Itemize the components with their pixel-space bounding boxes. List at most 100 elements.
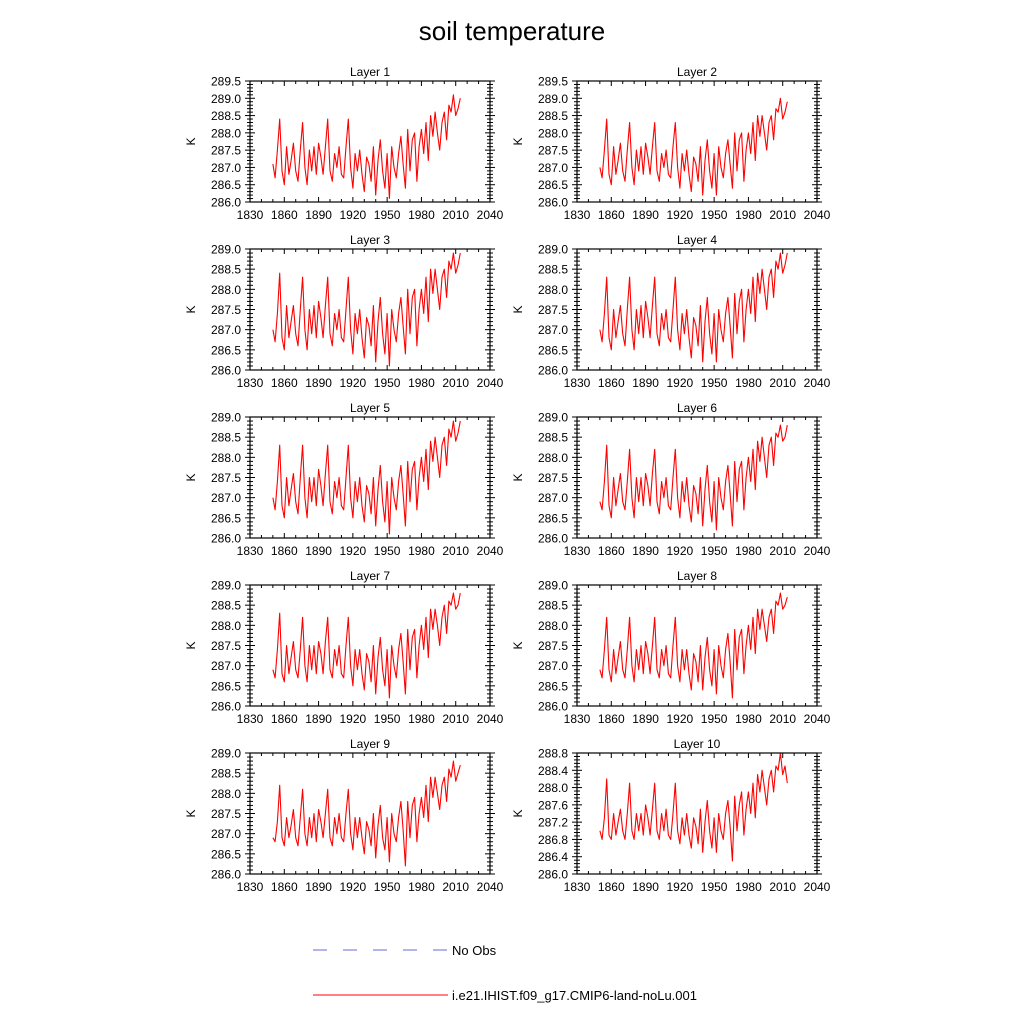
plot-frame: [576, 752, 818, 875]
y-axis-label: K: [511, 305, 525, 313]
y-tick-label: 289.0: [538, 579, 568, 593]
y-axis-label: K: [184, 641, 198, 649]
y-tick-label: 288.5: [211, 431, 241, 445]
panel-2: Layer 2 K 1830 1860 1890 1920 1950 1980 2010 2040…: [511, 65, 831, 222]
x-tick-label: 1980: [735, 208, 762, 222]
y-tick-label: 288.8: [538, 747, 568, 761]
x-tick-label: 1830: [564, 544, 591, 558]
x-tick-label: 1980: [735, 712, 762, 726]
x-tick-label: 2040: [477, 880, 504, 894]
y-tick-label: 286.0: [538, 868, 568, 882]
y-tick-label: 288.5: [538, 599, 568, 613]
plot-frame: [576, 80, 818, 203]
x-tick-label: 2040: [477, 208, 504, 222]
y-tick-label: 286.5: [211, 679, 241, 693]
panel-3: Layer 3 K 1830 1860 1890 1920 1950 1980 2010 2040…: [184, 233, 504, 390]
x-tick-label: 1980: [735, 544, 762, 558]
y-tick-label: 288.5: [538, 109, 568, 123]
x-tick-label: 1830: [237, 208, 264, 222]
y-tick-label: 288.0: [211, 619, 241, 633]
x-tick-label: 1830: [564, 712, 591, 726]
series-line: [272, 760, 461, 867]
x-tick-label: 1830: [564, 376, 591, 390]
y-tick-label: 287.0: [211, 161, 241, 175]
x-tick-label: 1830: [564, 880, 591, 894]
y-tick-label: 287.5: [211, 471, 241, 485]
y-tick-label: 287.5: [538, 471, 568, 485]
x-tick-label: 2010: [442, 880, 469, 894]
series-line: [599, 752, 788, 862]
y-tick-label: 286.5: [211, 847, 241, 861]
legend-label-model: i.e21.IHIST.f09_g17.CMIP6-land-noLu.001: [452, 988, 697, 1003]
x-tick-label: 1860: [598, 880, 625, 894]
panel-title: Layer 2: [677, 65, 717, 79]
x-tick-label: 2010: [769, 376, 796, 390]
series-line: [599, 97, 788, 196]
y-tick-label: 288.0: [211, 787, 241, 801]
x-tick-label: 2010: [769, 208, 796, 222]
x-tick-label: 1860: [271, 208, 298, 222]
y-tick-label: 287.2: [538, 816, 568, 830]
y-axis-label: K: [184, 305, 198, 313]
y-tick-label: 286.4: [538, 850, 568, 864]
y-tick-label: 288.4: [538, 764, 568, 778]
x-tick-label: 1830: [237, 880, 264, 894]
y-tick-label: 289.0: [211, 411, 241, 425]
series-line: [272, 252, 461, 367]
y-tick-label: 286.5: [538, 511, 568, 525]
y-tick-label: 286.8: [538, 833, 568, 847]
x-tick-label: 1920: [667, 544, 694, 558]
x-tick-label: 2040: [804, 880, 831, 894]
panel-title: Layer 5: [350, 401, 390, 415]
x-tick-label: 1860: [598, 544, 625, 558]
x-tick-label: 2040: [804, 544, 831, 558]
plot-frame: [249, 416, 491, 539]
y-tick-label: 288.0: [211, 451, 241, 465]
y-tick-label: 286.5: [538, 343, 568, 357]
x-tick-label: 1920: [340, 544, 367, 558]
y-tick-label: 287.5: [211, 807, 241, 821]
panel-9: Layer 9 K 1830 1860 1890 1920 1950 1980 2010 2040…: [184, 737, 504, 894]
y-tick-label: 287.5: [211, 639, 241, 653]
y-axis-label: K: [511, 809, 525, 817]
x-tick-label: 1890: [632, 208, 659, 222]
x-tick-label: 1830: [237, 712, 264, 726]
x-tick-label: 1950: [701, 208, 728, 222]
y-tick-label: 288.0: [211, 126, 241, 140]
y-tick-label: 287.6: [538, 798, 568, 812]
y-tick-label: 289.0: [538, 243, 568, 257]
y-tick-label: 287.5: [211, 144, 241, 158]
panel-title: Layer 4: [677, 233, 717, 247]
x-tick-label: 1980: [735, 376, 762, 390]
y-axis-label: K: [184, 137, 198, 145]
plot-frame: [249, 248, 491, 371]
x-tick-label: 1980: [408, 712, 435, 726]
y-tick-label: 288.5: [538, 431, 568, 445]
y-tick-label: 287.5: [211, 303, 241, 317]
x-tick-label: 1950: [701, 880, 728, 894]
panel-title: Layer 10: [674, 737, 721, 751]
y-tick-label: 286.5: [211, 511, 241, 525]
y-tick-label: 286.5: [211, 343, 241, 357]
x-tick-label: 1920: [667, 376, 694, 390]
x-tick-label: 2010: [442, 544, 469, 558]
y-tick-label: 287.0: [538, 161, 568, 175]
x-tick-label: 2040: [477, 712, 504, 726]
panel-6: Layer 6 K 1830 1860 1890 1920 1950 1980 2010 2040…: [511, 401, 831, 558]
y-tick-label: 289.0: [211, 92, 241, 106]
x-tick-label: 1860: [598, 712, 625, 726]
y-tick-label: 289.5: [211, 75, 241, 89]
y-tick-label: 286.0: [211, 700, 241, 714]
plot-frame: [576, 248, 818, 371]
x-tick-label: 1860: [271, 712, 298, 726]
y-axis-label: K: [184, 473, 198, 481]
y-tick-label: 288.0: [538, 781, 568, 795]
x-tick-label: 1980: [735, 880, 762, 894]
y-tick-label: 287.0: [538, 491, 568, 505]
series-line: [272, 94, 461, 200]
y-tick-label: 288.5: [538, 263, 568, 277]
panel-8: Layer 8 K 1830 1860 1890 1920 1950 1980 2010 2040…: [511, 569, 831, 726]
plot-frame: [249, 80, 491, 203]
y-tick-label: 289.5: [538, 75, 568, 89]
y-tick-label: 289.0: [211, 747, 241, 761]
